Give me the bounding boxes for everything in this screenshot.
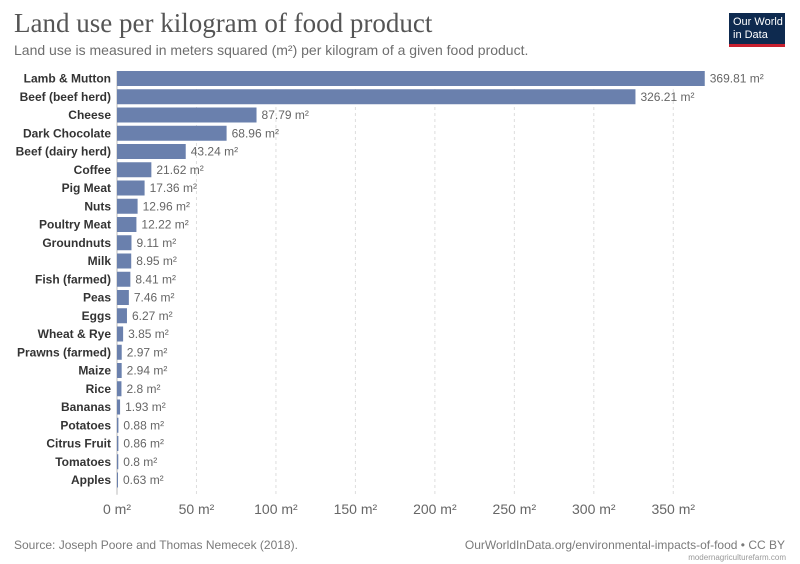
value-label: 1.93 m²: [125, 400, 166, 414]
bar: [117, 217, 137, 232]
bar: [117, 162, 152, 178]
value-label: 87.79 m²: [262, 108, 309, 122]
bar: [117, 436, 119, 451]
category-label: Beef (beef herd): [20, 90, 111, 104]
value-label: 8.95 m²: [136, 254, 177, 268]
x-tick-label: 0 m²: [103, 501, 131, 517]
category-label: Fish (farmed): [35, 272, 111, 286]
category-label: Cheese: [68, 108, 111, 122]
watermark: modernagriculturefarm.com: [688, 553, 786, 562]
bar: [117, 290, 129, 305]
x-tick-label: 250 m²: [493, 501, 537, 517]
x-tick-labels: 0 m² 50 m² 100 m² 150 m² 200 m² 250 m² 300 m² 3…: [103, 501, 695, 517]
x-tick-label: 150 m²: [334, 501, 378, 517]
category-label: Apples: [71, 473, 111, 487]
bar: [117, 144, 186, 159]
chart-title: Land use per kilogram of food product: [14, 8, 433, 38]
bar: [117, 454, 119, 470]
category-label: Potatoes: [60, 418, 111, 432]
bar: [117, 125, 227, 141]
x-tick-label: 350 m²: [651, 501, 695, 517]
value-label: 2.8 m²: [126, 382, 160, 396]
logo-line-2: in Data: [733, 29, 768, 41]
value-label: 6.27 m²: [132, 309, 173, 323]
bar: [117, 180, 145, 196]
category-label: Prawns (farmed): [17, 345, 111, 359]
x-tick-label: 100 m²: [254, 501, 298, 517]
bar: [117, 472, 119, 488]
category-label: Peas: [83, 291, 111, 305]
bar: [117, 308, 127, 324]
category-label: Nuts: [84, 199, 111, 213]
value-label: 8.41 m²: [135, 272, 176, 286]
category-labels: Lamb & Mutton Beef (beef herd) Cheese Dark …: [16, 72, 112, 488]
value-label: 21.62 m²: [156, 163, 203, 177]
value-label: 326.21 m²: [640, 90, 694, 104]
value-label: 0.63 m²: [123, 473, 164, 487]
category-label: Poultry Meat: [39, 218, 111, 232]
bar: [117, 107, 257, 123]
owid-logo[interactable]: Our World in Data: [729, 13, 785, 47]
bar: [117, 326, 124, 342]
category-label: Citrus Fruit: [46, 437, 111, 451]
bar: [117, 198, 138, 214]
category-label: Beef (dairy herd): [16, 145, 111, 159]
category-label: Groundnuts: [42, 236, 111, 250]
category-label: Rice: [86, 382, 112, 396]
chart-subtitle: Land use is measured in meters squared (…: [14, 42, 529, 58]
x-tick-label: 200 m²: [413, 501, 457, 517]
value-label: 68.96 m²: [232, 126, 279, 140]
category-label: Bananas: [61, 400, 111, 414]
credit-link[interactable]: OurWorldInData.org/environmental-impacts…: [464, 538, 785, 552]
value-label: 0.8 m²: [123, 455, 157, 469]
value-label: 43.24 m²: [191, 145, 238, 159]
bar-chart: Lamb & Mutton Beef (beef herd) Cheese Dark …: [16, 71, 764, 517]
bar: [117, 417, 119, 433]
bar: [117, 253, 132, 269]
value-label: 369.81 m²: [710, 72, 764, 86]
value-label: 0.86 m²: [123, 437, 164, 451]
x-tick-label: 300 m²: [572, 501, 616, 517]
bar: [117, 271, 131, 287]
source-note[interactable]: Source: Joseph Poore and Thomas Nemecek …: [14, 538, 298, 552]
category-label: Milk: [88, 254, 112, 268]
value-label: 3.85 m²: [128, 327, 169, 341]
category-label: Coffee: [74, 163, 112, 177]
value-label: 9.11 m²: [136, 236, 176, 250]
category-label: Tomatoes: [55, 455, 111, 469]
category-label: Wheat & Rye: [38, 327, 112, 341]
category-label: Maize: [78, 364, 111, 378]
bar: [117, 344, 122, 360]
bar: [117, 363, 122, 378]
x-tick-label: 50 m²: [179, 501, 215, 517]
bar: [117, 381, 122, 397]
category-label: Pig Meat: [62, 181, 111, 195]
bar: [117, 399, 121, 415]
value-label: 7.46 m²: [134, 291, 175, 305]
bars: [117, 71, 705, 488]
bar: [117, 89, 636, 105]
value-label: 17.36 m²: [150, 181, 197, 195]
bar: [117, 71, 705, 86]
value-label: 12.96 m²: [143, 199, 190, 213]
category-label: Dark Chocolate: [23, 126, 111, 140]
category-label: Lamb & Mutton: [24, 72, 111, 86]
value-label: 0.88 m²: [123, 418, 164, 432]
value-label: 2.94 m²: [127, 364, 168, 378]
logo-line-1: Our World: [733, 16, 783, 28]
value-labels: 369.81 m² 326.21 m² 87.79 m² 68.96 m² 43.24 …: [123, 72, 764, 488]
value-label: 12.22 m²: [141, 218, 188, 232]
value-label: 2.97 m²: [127, 345, 168, 359]
bar: [117, 235, 132, 251]
category-label: Eggs: [82, 309, 112, 323]
